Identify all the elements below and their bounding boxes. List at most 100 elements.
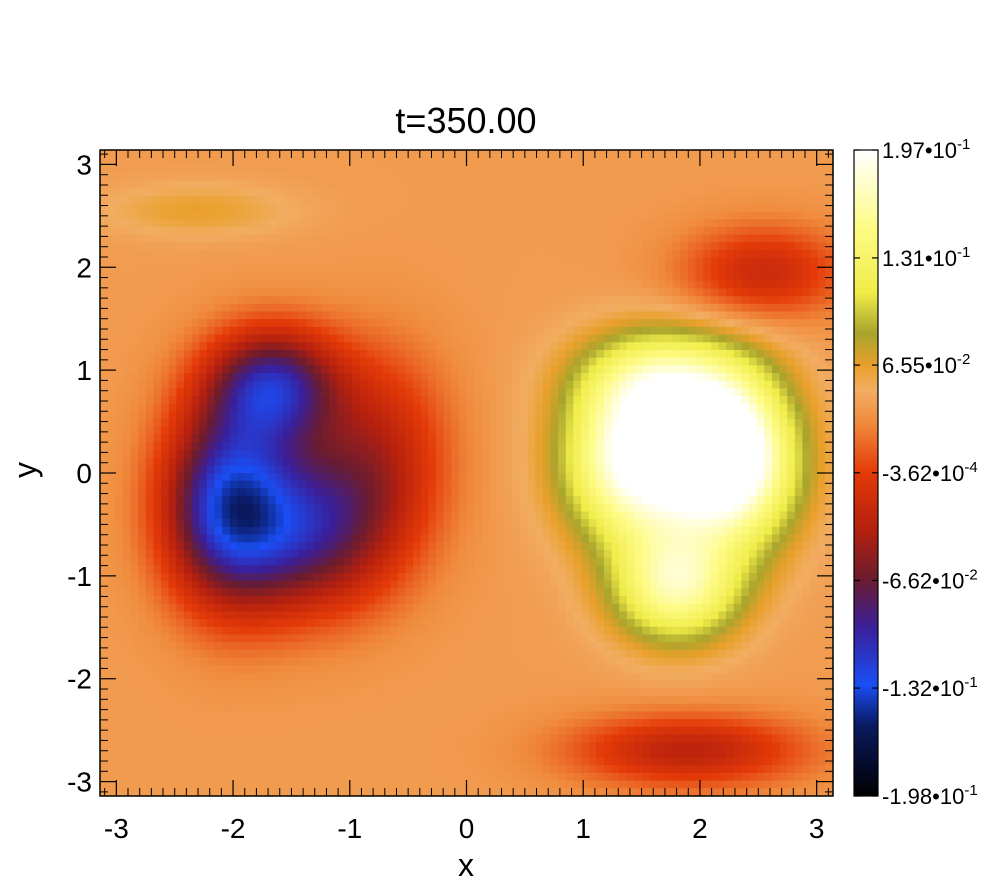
heatmap-cell: [344, 265, 353, 274]
heatmap-cell: [649, 303, 658, 313]
heatmap-cell: [145, 211, 155, 220]
heatmap-cell: [581, 303, 590, 313]
heatmap-cell: [458, 150, 468, 159]
heatmap-cell: [321, 519, 330, 528]
heatmap-cell: [519, 203, 529, 213]
heatmap-cell: [130, 311, 139, 320]
heatmap-cell: [519, 319, 529, 328]
heatmap-cell: [810, 165, 819, 174]
heatmap-cell: [794, 426, 804, 436]
heatmap-cell: [794, 411, 804, 420]
heatmap-cell: [680, 434, 689, 443]
heatmap-cell: [237, 257, 246, 266]
heatmap-cell: [535, 180, 544, 190]
heatmap-cell: [405, 542, 414, 551]
heatmap-cell: [634, 219, 643, 228]
heatmap-cell: [214, 334, 223, 343]
heatmap-cell: [428, 480, 437, 489]
heatmap-cell: [619, 334, 628, 343]
heatmap-cell: [390, 249, 399, 259]
heatmap-cell: [756, 349, 765, 359]
heatmap-cell: [817, 496, 826, 505]
heatmap-cell: [779, 480, 788, 489]
heatmap-cell: [649, 211, 658, 220]
heatmap-cell: [443, 503, 452, 513]
heatmap-cell: [718, 311, 727, 320]
heatmap-cell: [695, 396, 704, 405]
heatmap-cell: [267, 288, 277, 297]
heatmap-cell: [695, 188, 704, 197]
heatmap-cell: [741, 288, 750, 297]
heatmap-cell: [313, 434, 323, 443]
heatmap-cell: [122, 188, 132, 197]
heatmap-cell: [596, 211, 605, 220]
heatmap-cell: [535, 496, 544, 505]
heatmap-cell: [458, 257, 468, 266]
heatmap-cell: [787, 411, 796, 420]
heatmap-cell: [153, 526, 162, 536]
heatmap-cell: [519, 465, 529, 474]
heatmap-cell: [214, 526, 223, 536]
heatmap-cell: [313, 150, 323, 159]
heatmap-cell: [817, 403, 826, 413]
heatmap-cell: [779, 373, 788, 382]
heatmap-cell: [267, 488, 277, 497]
heatmap-cell: [573, 188, 582, 197]
heatmap-cell: [817, 342, 826, 351]
heatmap-cell: [458, 457, 468, 466]
heatmap-cell: [115, 503, 124, 513]
heatmap-cell: [237, 380, 246, 389]
heatmap-cell: [321, 319, 330, 328]
heatmap-cell: [245, 496, 254, 505]
heatmap-cell: [481, 465, 491, 474]
heatmap-cell: [672, 242, 681, 251]
heatmap-cell: [626, 288, 636, 297]
heatmap-cell: [726, 257, 735, 266]
heatmap-cell: [359, 503, 368, 513]
heatmap-cell: [603, 526, 613, 536]
heatmap-cell: [290, 365, 300, 374]
heatmap-cell: [183, 334, 193, 343]
heatmap-cell: [359, 534, 368, 543]
heatmap-cell: [351, 342, 361, 351]
heatmap-cell: [665, 465, 674, 474]
heatmap-cell: [466, 457, 475, 466]
heatmap-cell: [665, 203, 674, 213]
heatmap-cell: [466, 519, 475, 528]
heatmap-cell: [764, 280, 773, 290]
heatmap-cell: [810, 150, 819, 159]
heatmap-cell: [229, 196, 239, 205]
heatmap-cell: [542, 503, 552, 513]
heatmap-cell: [344, 442, 353, 451]
heatmap-cell: [672, 203, 681, 213]
heatmap-cell: [749, 519, 758, 528]
heatmap-cell: [245, 419, 254, 428]
heatmap-cell: [252, 373, 261, 382]
heatmap-cell: [405, 303, 414, 313]
heatmap-cell: [168, 503, 177, 513]
heatmap-cell: [634, 173, 643, 182]
heatmap-cell: [405, 449, 414, 459]
heatmap-cell: [741, 165, 750, 174]
heatmap-cell: [306, 326, 315, 336]
heatmap-cell: [313, 473, 323, 482]
heatmap-cell: [741, 373, 750, 382]
heatmap-cell: [336, 411, 345, 420]
heatmap-cell: [565, 526, 574, 536]
heatmap-cell: [611, 380, 620, 389]
heatmap-cell: [245, 342, 254, 351]
heatmap-cell: [435, 542, 445, 551]
heatmap-cell: [687, 442, 697, 451]
heatmap-cell: [710, 365, 720, 374]
heatmap-cell: [374, 296, 384, 305]
heatmap-cell: [306, 449, 315, 459]
heatmap-cell: [313, 334, 323, 343]
heatmap-cell: [405, 226, 414, 236]
heatmap-cell: [451, 203, 460, 213]
heatmap-cell: [550, 203, 559, 213]
heatmap-cell: [214, 534, 223, 543]
heatmap-cell: [397, 273, 407, 282]
heatmap-cell: [611, 411, 620, 420]
heatmap-cell: [321, 542, 330, 551]
heatmap-cell: [779, 396, 788, 405]
